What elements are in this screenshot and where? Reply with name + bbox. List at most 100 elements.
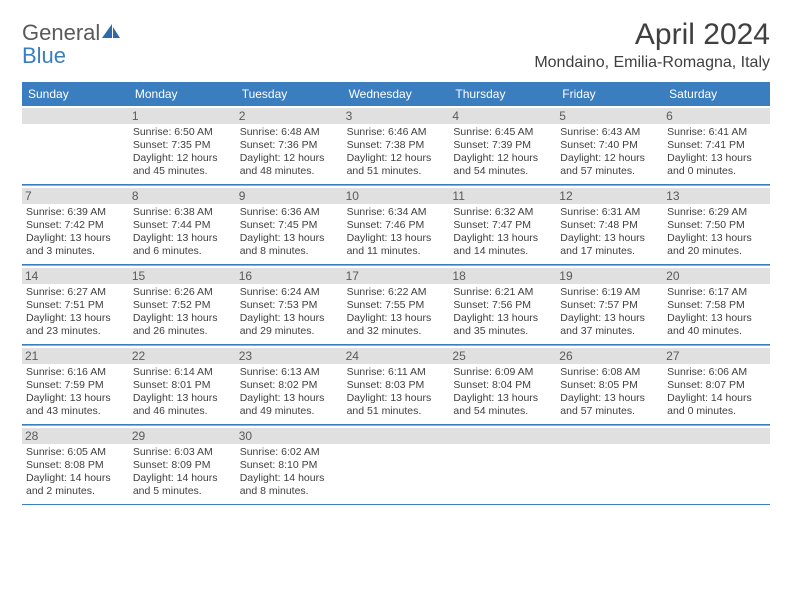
- day-number: 18: [449, 268, 556, 284]
- day-number: 30: [236, 428, 343, 444]
- day-info: Sunrise: 6:22 AMSunset: 7:55 PMDaylight:…: [347, 286, 446, 338]
- day-number: 5: [556, 108, 663, 124]
- day-number: 2: [236, 108, 343, 124]
- day-number: 14: [22, 268, 129, 284]
- weekday-label: Saturday: [663, 82, 770, 106]
- day-info: Sunrise: 6:46 AMSunset: 7:38 PMDaylight:…: [347, 126, 446, 178]
- day-info: Sunrise: 6:31 AMSunset: 7:48 PMDaylight:…: [560, 206, 659, 258]
- calendar-cell: 19Sunrise: 6:19 AMSunset: 7:57 PMDayligh…: [556, 265, 663, 344]
- day-info: Sunrise: 6:45 AMSunset: 7:39 PMDaylight:…: [453, 126, 552, 178]
- calendar-cell: 6 Sunrise: 6:41 AMSunset: 7:41 PMDaylight…: [663, 106, 770, 184]
- calendar-cell: 5Sunrise: 6:43 AMSunset: 7:40 PMDaylight…: [556, 106, 663, 184]
- day-number-empty: [343, 428, 450, 444]
- calendar-cell: 20Sunrise: 6:17 AMSunset: 7:58 PMDayligh…: [663, 265, 770, 344]
- day-info: Sunrise: 6:02 AMSunset: 8:10 PMDaylight:…: [240, 446, 339, 498]
- calendar-cell: 12 Sunrise: 6:31 AMSunset: 7:48 PMDayligh…: [556, 185, 663, 264]
- day-info: Sunrise: 6:14 AMSunset: 8:01 PMDaylight:…: [133, 366, 232, 418]
- calendar-cell: [343, 425, 450, 504]
- day-info: Sunrise: 6:11 AMSunset: 8:03 PMDaylight:…: [347, 366, 446, 418]
- day-info: Sunrise: 6:32 AMSunset: 7:47 PMDaylight:…: [453, 206, 552, 258]
- day-number: 26: [556, 348, 663, 364]
- day-info: Sunrise: 6:26 AMSunset: 7:52 PMDaylight:…: [133, 286, 232, 338]
- day-info: Sunrise: 6:48 AMSunset: 7:36 PMDaylight:…: [240, 126, 339, 178]
- calendar-cell: 22 Sunrise: 6:14 AMSunset: 8:01 PMDayligh…: [129, 345, 236, 424]
- day-number: 24: [343, 348, 450, 364]
- day-number: 25: [449, 348, 556, 364]
- day-info: Sunrise: 6:41 AMSunset: 7:41 PMDaylight:…: [667, 126, 766, 178]
- day-number-empty: [663, 428, 770, 444]
- day-number: 21: [22, 348, 129, 364]
- day-info: Sunrise: 6:03 AMSunset: 8:09 PMDaylight:…: [133, 446, 232, 498]
- day-number: 15: [129, 268, 236, 284]
- calendar-cell: 29 Sunrise: 6:03 AMSunset: 8:09 PMDayligh…: [129, 425, 236, 504]
- day-info: Sunrise: 6:21 AMSunset: 7:56 PMDaylight:…: [453, 286, 552, 338]
- logo-sail-icon: [100, 22, 122, 46]
- calendar-cell: 25Sunrise: 6:09 AMSunset: 8:04 PMDayligh…: [449, 345, 556, 424]
- calendar-cell: 8 Sunrise: 6:38 AMSunset: 7:44 PMDaylight…: [129, 185, 236, 264]
- calendar-cell: 7Sunrise: 6:39 AMSunset: 7:42 PMDaylight…: [22, 185, 129, 264]
- weekday-label: Thursday: [449, 82, 556, 106]
- calendar-week: 21 Sunrise: 6:16 AMSunset: 7:59 PMDayligh…: [22, 345, 770, 425]
- day-number: 8: [129, 188, 236, 204]
- day-number: 20: [663, 268, 770, 284]
- header: General Blue April 2024 Mondaino, Emilia…: [22, 18, 770, 72]
- day-number-empty: [556, 428, 663, 444]
- location-label: Mondaino, Emilia-Romagna, Italy: [534, 54, 770, 72]
- weeks-container: 1 Sunrise: 6:50 AMSunset: 7:35 PMDaylight…: [22, 106, 770, 505]
- logo-word-1: General: [22, 20, 100, 45]
- page: General Blue April 2024 Mondaino, Emilia…: [0, 0, 792, 505]
- calendar-cell: 23Sunrise: 6:13 AMSunset: 8:02 PMDayligh…: [236, 345, 343, 424]
- day-number: 29: [129, 428, 236, 444]
- day-number: 11: [449, 188, 556, 204]
- day-number: 4: [449, 108, 556, 124]
- day-info: Sunrise: 6:36 AMSunset: 7:45 PMDaylight:…: [240, 206, 339, 258]
- calendar-cell: [22, 106, 129, 184]
- day-info: Sunrise: 6:13 AMSunset: 8:02 PMDaylight:…: [240, 366, 339, 418]
- logo-text: General Blue: [22, 22, 122, 69]
- day-info: Sunrise: 6:50 AMSunset: 7:35 PMDaylight:…: [133, 126, 232, 178]
- calendar-cell: 24 Sunrise: 6:11 AMSunset: 8:03 PMDayligh…: [343, 345, 450, 424]
- day-info: Sunrise: 6:08 AMSunset: 8:05 PMDaylight:…: [560, 366, 659, 418]
- calendar: SundayMondayTuesdayWednesdayThursdayFrid…: [22, 82, 770, 505]
- calendar-cell: 1 Sunrise: 6:50 AMSunset: 7:35 PMDaylight…: [129, 106, 236, 184]
- weekday-label: Tuesday: [236, 82, 343, 106]
- day-number: 3: [343, 108, 450, 124]
- calendar-cell: 4 Sunrise: 6:45 AMSunset: 7:39 PMDaylight…: [449, 106, 556, 184]
- logo: General Blue: [22, 22, 122, 69]
- calendar-week: 1 Sunrise: 6:50 AMSunset: 7:35 PMDaylight…: [22, 106, 770, 185]
- weekday-label: Wednesday: [343, 82, 450, 106]
- calendar-cell: 14 Sunrise: 6:27 AMSunset: 7:51 PMDayligh…: [22, 265, 129, 344]
- weekday-header: SundayMondayTuesdayWednesdayThursdayFrid…: [22, 82, 770, 106]
- calendar-cell: 17 Sunrise: 6:22 AMSunset: 7:55 PMDayligh…: [343, 265, 450, 344]
- day-info: Sunrise: 6:05 AMSunset: 8:08 PMDaylight:…: [26, 446, 125, 498]
- day-info: Sunrise: 6:38 AMSunset: 7:44 PMDaylight:…: [133, 206, 232, 258]
- calendar-cell: [663, 425, 770, 504]
- day-info: Sunrise: 6:24 AMSunset: 7:53 PMDaylight:…: [240, 286, 339, 338]
- calendar-cell: 10Sunrise: 6:34 AMSunset: 7:46 PMDayligh…: [343, 185, 450, 264]
- day-number: 12: [556, 188, 663, 204]
- day-info: Sunrise: 6:16 AMSunset: 7:59 PMDaylight:…: [26, 366, 125, 418]
- calendar-cell: 2 Sunrise: 6:48 AMSunset: 7:36 PMDaylight…: [236, 106, 343, 184]
- day-number: 17: [343, 268, 450, 284]
- calendar-cell: 27Sunrise: 6:06 AMSunset: 8:07 PMDayligh…: [663, 345, 770, 424]
- weekday-label: Monday: [129, 82, 236, 106]
- day-info: Sunrise: 6:19 AMSunset: 7:57 PMDaylight:…: [560, 286, 659, 338]
- day-number: 1: [129, 108, 236, 124]
- weekday-label: Sunday: [22, 82, 129, 106]
- day-number: 27: [663, 348, 770, 364]
- day-number: 16: [236, 268, 343, 284]
- title-block: April 2024 Mondaino, Emilia-Romagna, Ita…: [534, 18, 770, 72]
- calendar-cell: [556, 425, 663, 504]
- calendar-week: 7Sunrise: 6:39 AMSunset: 7:42 PMDaylight…: [22, 185, 770, 265]
- day-number-empty: [22, 108, 129, 124]
- day-info: Sunrise: 6:34 AMSunset: 7:46 PMDaylight:…: [347, 206, 446, 258]
- day-number: 7: [22, 188, 129, 204]
- calendar-cell: 26 Sunrise: 6:08 AMSunset: 8:05 PMDayligh…: [556, 345, 663, 424]
- calendar-cell: 21 Sunrise: 6:16 AMSunset: 7:59 PMDayligh…: [22, 345, 129, 424]
- day-number: 6: [663, 108, 770, 124]
- calendar-cell: 28Sunrise: 6:05 AMSunset: 8:08 PMDayligh…: [22, 425, 129, 504]
- calendar-cell: 11 Sunrise: 6:32 AMSunset: 7:47 PMDayligh…: [449, 185, 556, 264]
- calendar-cell: 16 Sunrise: 6:24 AMSunset: 7:53 PMDayligh…: [236, 265, 343, 344]
- day-number: 22: [129, 348, 236, 364]
- day-info: Sunrise: 6:27 AMSunset: 7:51 PMDaylight:…: [26, 286, 125, 338]
